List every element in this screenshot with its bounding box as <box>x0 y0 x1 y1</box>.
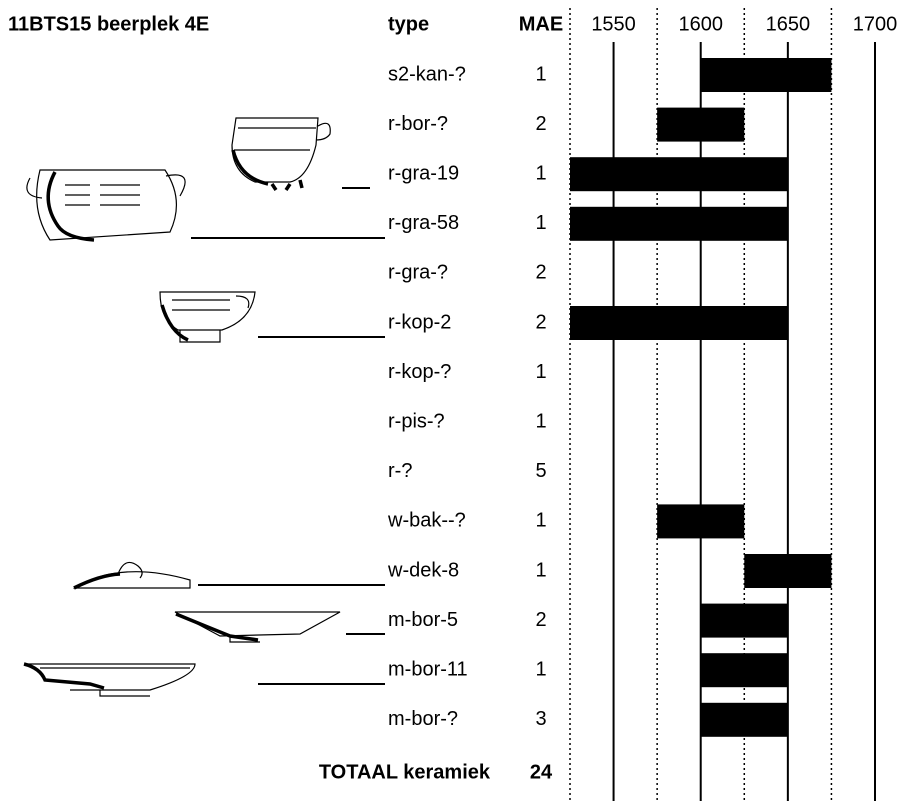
count-label: 1 <box>535 559 546 581</box>
count-label: 2 <box>535 113 546 135</box>
count-label: 1 <box>535 658 546 680</box>
column-header: MAE <box>519 13 563 35</box>
category-label: r-kop-2 <box>388 311 451 333</box>
x-tick-label: 1550 <box>591 13 636 35</box>
category-label: r-bor-? <box>388 113 448 135</box>
range-bar <box>700 603 788 638</box>
total-value: 24 <box>530 761 553 783</box>
category-label: r-kop-? <box>388 361 451 383</box>
range-bar <box>570 157 788 192</box>
count-label: 1 <box>535 510 546 532</box>
count-label: 1 <box>535 410 546 432</box>
count-label: 2 <box>535 609 546 631</box>
category-label: m-bor-? <box>388 708 458 730</box>
connectors <box>191 187 385 685</box>
category-label: r-pis-? <box>388 410 445 432</box>
x-tick-label: 1700 <box>853 13 898 35</box>
range-bar <box>570 206 788 241</box>
count-label: 1 <box>535 162 546 184</box>
range-bar <box>700 58 832 92</box>
category-label: r-gra-58 <box>388 212 459 234</box>
category-label: w-dek-8 <box>387 559 459 581</box>
category-label: w-bak--? <box>387 510 466 532</box>
count-label: 2 <box>535 311 546 333</box>
category-label: r-gra-19 <box>388 162 459 184</box>
category-label: m-bor-5 <box>388 609 458 631</box>
category-label: m-bor-11 <box>388 658 468 680</box>
category-label: r-gra-? <box>388 262 448 284</box>
range-bar <box>700 653 788 688</box>
range-bar <box>744 554 832 588</box>
range-bar <box>700 702 788 737</box>
count-label: 1 <box>535 212 546 234</box>
chart-title: 11BTS15 beerplek 4E <box>8 13 209 35</box>
count-label: 2 <box>535 262 546 284</box>
range-bar <box>570 306 788 340</box>
column-header: type <box>388 13 429 35</box>
count-label: 3 <box>535 708 546 730</box>
category-label: s2-kan-? <box>388 63 466 85</box>
range-bar <box>657 504 745 539</box>
x-tick-label: 1600 <box>678 13 723 35</box>
count-label: 5 <box>535 460 546 482</box>
x-tick-label: 1650 <box>766 13 811 35</box>
range-bar <box>657 107 745 142</box>
category-label: r-? <box>388 460 412 482</box>
count-label: 1 <box>535 361 546 383</box>
total-label: TOTAAL keramiek <box>319 761 491 783</box>
pottery-sketches <box>23 117 341 697</box>
count-label: 1 <box>535 63 546 85</box>
